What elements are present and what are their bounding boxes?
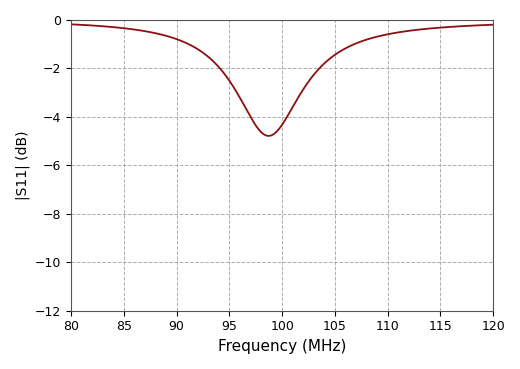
Y-axis label: |S11| (dB): |S11| (dB) bbox=[15, 131, 30, 200]
X-axis label: Frequency (MHz): Frequency (MHz) bbox=[218, 339, 346, 354]
